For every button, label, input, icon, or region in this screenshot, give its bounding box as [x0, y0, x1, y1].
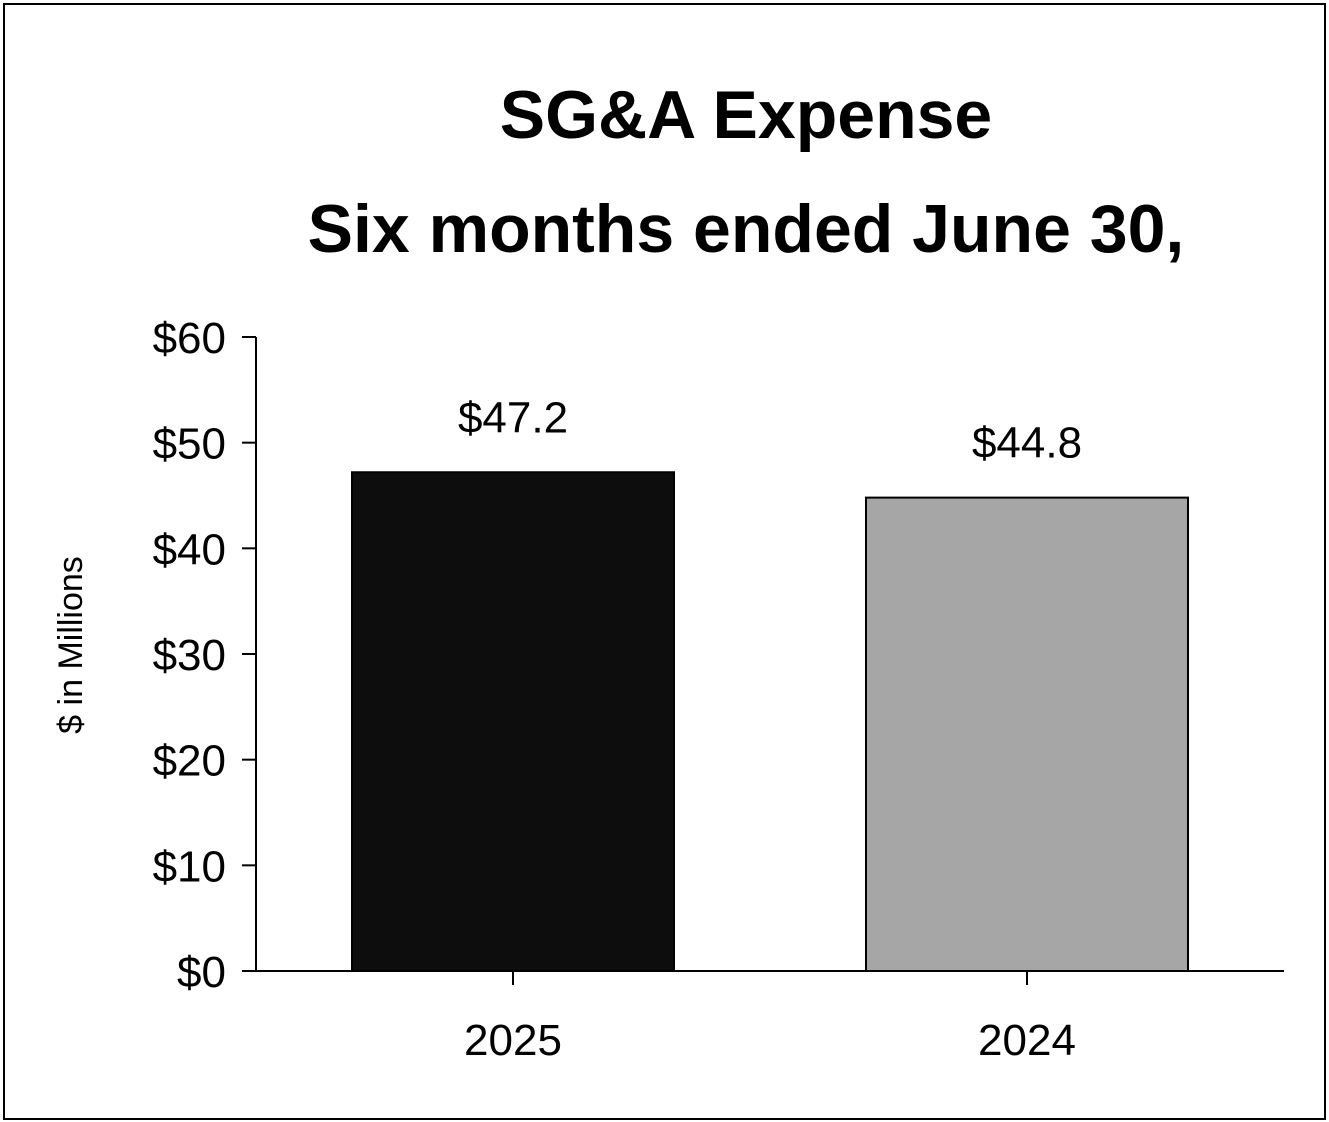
- x-tick-label-2025: 2025: [464, 1016, 562, 1065]
- chart-title: SG&A Expense: [500, 77, 993, 153]
- bar-2024: [865, 496, 1189, 972]
- y-tick-label: $0: [177, 948, 226, 997]
- y-tick-label: $20: [153, 737, 226, 786]
- chart-subtitle: Six months ended June 30,: [308, 191, 1185, 267]
- data-label-2024: $44.8: [972, 419, 1082, 468]
- y-tick-label: $50: [153, 420, 226, 469]
- x-tick-label-2024: 2024: [978, 1016, 1076, 1065]
- plot-area: $0 $10 $20 $30 $40 $50 $60 $47.2 2025 $44.8 2024: [153, 314, 1284, 1065]
- y-axis-label: $ in Millions: [52, 556, 90, 734]
- y-tick-label: $10: [153, 842, 226, 891]
- y-tick-label: $30: [153, 631, 226, 680]
- chart-frame: [3, 3, 1326, 1120]
- data-label-2025: $47.2: [458, 393, 568, 442]
- y-tick-label: $60: [153, 314, 226, 363]
- y-tick-label: $40: [153, 525, 226, 574]
- bar-2025: [351, 471, 675, 972]
